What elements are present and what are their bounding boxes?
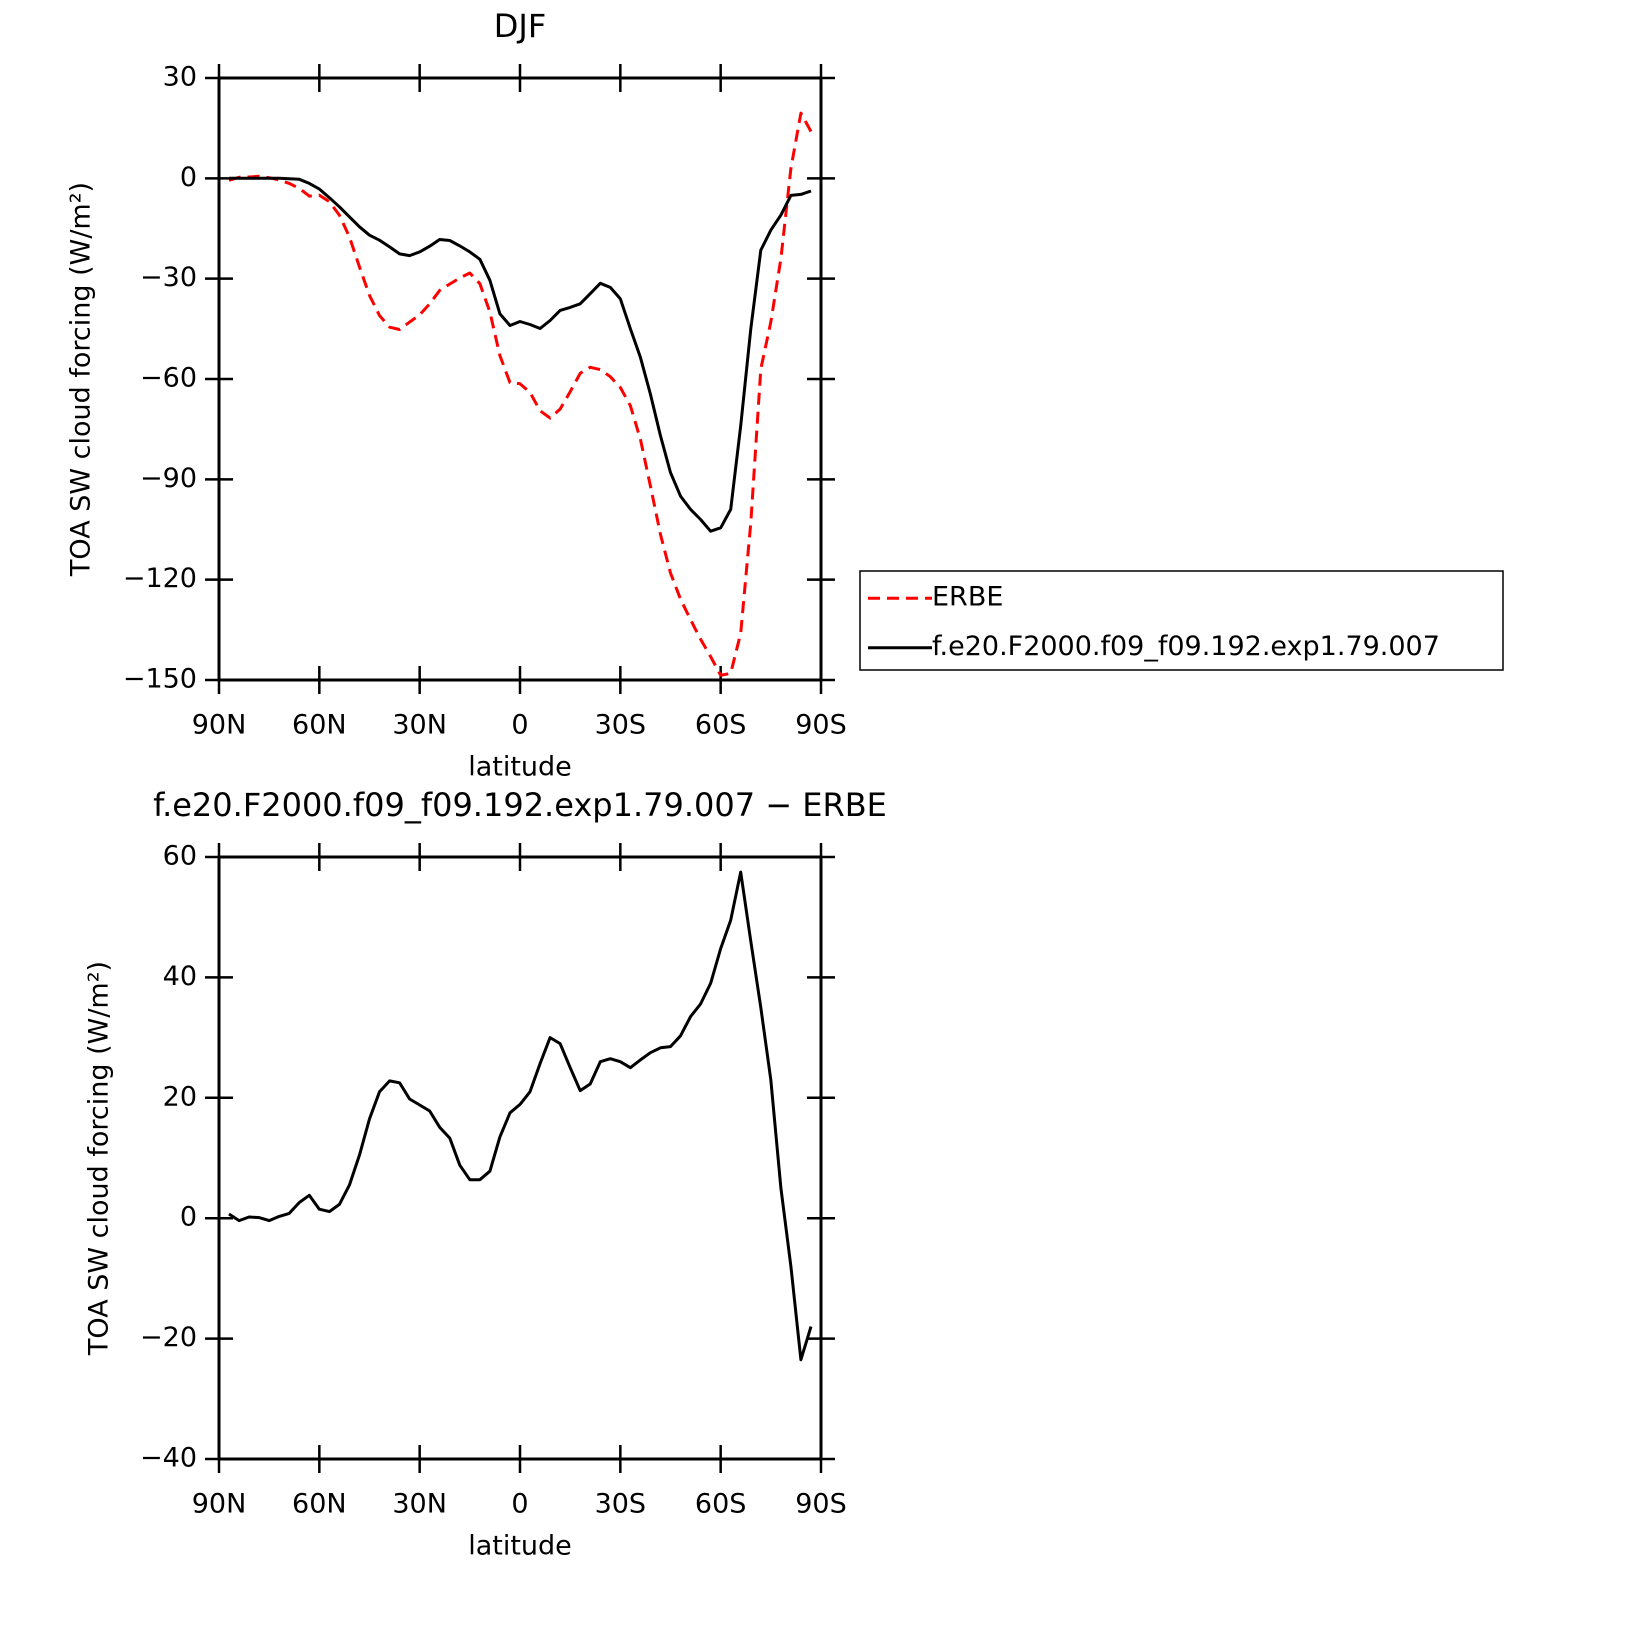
y-axis-label: TOA SW cloud forcing (W/m²)	[66, 182, 97, 577]
x-tick-label: 30S	[595, 1489, 647, 1520]
x-tick-label: 60S	[695, 710, 747, 741]
x-tick-label: 90S	[795, 1489, 847, 1520]
y-tick-label: −60	[140, 363, 197, 394]
y-tick-label: 20	[163, 1081, 197, 1112]
x-tick-label: 60S	[695, 1489, 747, 1520]
y-tick-label: −90	[140, 463, 197, 494]
legend-label: f.e20.F2000.f09_f09.192.exp1.79.007	[932, 631, 1440, 662]
y-tick-label: 0	[180, 1202, 197, 1233]
legend-box	[859, 570, 1504, 671]
y-tick-label: 60	[163, 841, 197, 872]
plot-frame	[217, 76, 823, 682]
data-line	[228, 870, 813, 1362]
x-tick-label: 0	[511, 710, 528, 741]
y-tick-label: 40	[163, 961, 197, 992]
legend-label: ERBE	[932, 582, 1003, 613]
chart-title: DJF	[494, 7, 546, 45]
chart-title: f.e20.F2000.f09_f09.192.exp1.79.007 − ER…	[153, 786, 887, 824]
y-axis-label: TOA SW cloud forcing (W/m²)	[84, 961, 115, 1356]
x-tick-label: 30N	[392, 710, 447, 741]
y-tick-label: −20	[140, 1322, 197, 1353]
y-tick-label: 30	[163, 62, 197, 93]
x-tick-label: 0	[511, 1489, 528, 1520]
data-line	[229, 176, 812, 533]
x-tick-label: 30N	[392, 1489, 447, 1520]
plot-frame	[217, 855, 823, 1461]
x-tick-label: 30S	[595, 710, 647, 741]
x-tick-label: 90N	[192, 710, 247, 741]
y-tick-label: −150	[123, 664, 197, 695]
data-line	[228, 111, 813, 677]
x-tick-label: 90S	[795, 710, 847, 741]
y-tick-label: −120	[123, 563, 197, 594]
x-axis-label: latitude	[468, 1531, 572, 1562]
x-tick-label: 60N	[292, 710, 347, 741]
x-tick-label: 60N	[292, 1489, 347, 1520]
y-tick-label: 0	[180, 162, 197, 193]
x-tick-label: 90N	[192, 1489, 247, 1520]
y-tick-label: −40	[140, 1443, 197, 1474]
y-tick-label: −30	[140, 262, 197, 293]
x-axis-label: latitude	[468, 752, 572, 783]
